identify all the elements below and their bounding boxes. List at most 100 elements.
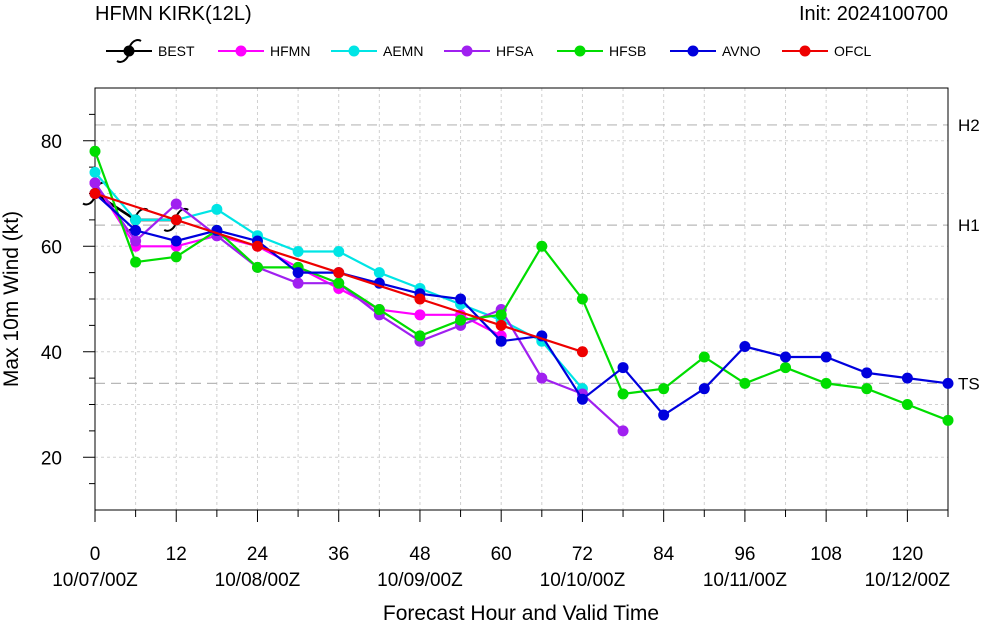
data-point-ofcl: [170, 214, 182, 226]
legend-item-ofcl: OFCL: [782, 43, 872, 59]
x-tick-label: 36: [328, 544, 349, 565]
x-axis-label: Forecast Hour and Valid Time: [383, 602, 659, 624]
data-point-hfsb: [89, 145, 101, 157]
date-label: 10/08/00Z: [215, 570, 301, 591]
legend-label: HFMN: [270, 43, 310, 59]
threshold-label-ts: TS: [958, 374, 980, 393]
legend-item-best: BEST: [106, 39, 195, 63]
data-point-hfsb: [698, 351, 710, 363]
data-point-hfsa: [89, 177, 101, 189]
y-tick-label: 40: [41, 343, 62, 364]
data-point-hfsb: [861, 383, 873, 395]
legend-label: HFSA: [496, 43, 534, 59]
data-point-hfsb: [576, 293, 588, 305]
legend-label: AEMN: [383, 43, 423, 59]
y-axis-label: Max 10m Wind (kt): [0, 211, 23, 387]
data-point-hfsb: [901, 399, 913, 410]
date-label: 10/09/00Z: [377, 570, 463, 591]
x-tick-label: 96: [734, 544, 755, 565]
data-point-avno: [739, 340, 751, 352]
data-point-aemn: [373, 267, 385, 279]
legend-marker: [687, 45, 699, 57]
data-point-hfsb: [942, 414, 954, 426]
data-point-avno: [576, 393, 588, 405]
y-tick-label: 20: [41, 448, 62, 469]
hurricane-eye: [123, 45, 135, 57]
legend-item-hfmn: HFMN: [218, 43, 310, 59]
x-tick-label: 60: [491, 544, 512, 565]
init-time: Init: 2024100700: [799, 3, 948, 25]
legend-item-hfsa: HFSA: [444, 43, 534, 59]
legend-label: OFCL: [834, 43, 872, 59]
data-point-hfsb: [495, 309, 507, 321]
hurricane-arm: [82, 198, 95, 206]
data-point-avno: [658, 409, 670, 421]
data-point-hfsb: [130, 256, 142, 268]
series-line-hfsa: [94, 182, 624, 432]
data-point-avno: [698, 383, 710, 395]
data-point-avno: [455, 293, 467, 305]
series-hfsa: [89, 177, 629, 437]
x-tick-label: 84: [653, 544, 675, 565]
date-label: 10/12/00Z: [865, 570, 951, 591]
legend-item-avno: AVNO: [670, 43, 761, 59]
data-point-aemn: [130, 214, 142, 226]
series-line-avno: [94, 192, 949, 417]
data-point-hfsb: [658, 383, 670, 395]
data-point-hfsb: [414, 330, 426, 342]
data-point-hfsb: [739, 377, 751, 389]
threshold-label-h2: H2: [958, 116, 980, 135]
data-point-hfsa: [292, 277, 304, 289]
data-point-avno: [130, 224, 142, 236]
data-point-hfsa: [536, 372, 548, 384]
data-point-avno: [170, 235, 182, 247]
hurricane-arm: [163, 224, 177, 232]
hurricane-arm: [129, 39, 142, 47]
y-tick-label: 60: [41, 237, 62, 258]
x-tick-label: 12: [166, 544, 187, 565]
x-tick-label: 108: [810, 544, 842, 565]
data-point-hfsb: [820, 377, 832, 389]
legend-marker: [348, 45, 360, 57]
data-point-hfsb: [617, 388, 629, 400]
data-point-ofcl: [89, 188, 101, 199]
legend-item-hfsb: HFSB: [557, 43, 646, 59]
data-point-hfsb: [455, 314, 467, 326]
data-point-avno: [495, 335, 507, 347]
data-point-ofcl: [495, 319, 507, 331]
data-point-hfsb: [333, 277, 345, 289]
x-tick-label: 24: [247, 544, 269, 565]
data-point-avno: [292, 267, 304, 279]
x-tick-label: 120: [892, 544, 924, 565]
data-point-ofcl: [576, 346, 588, 358]
series-line-hfsb: [93, 150, 949, 422]
data-point-avno: [901, 372, 913, 384]
legend-marker: [799, 45, 811, 57]
data-point-ofcl: [414, 293, 426, 305]
legend-label: AVNO: [722, 43, 761, 59]
legend-marker: [116, 39, 142, 63]
data-point-avno: [780, 351, 792, 363]
data-point-hfsb: [536, 240, 548, 252]
data-point-hfmn: [414, 309, 426, 321]
x-tick-label: 72: [572, 544, 593, 565]
grid: [95, 88, 948, 510]
data-point-aemn: [292, 246, 304, 258]
series-avno: [89, 188, 954, 421]
data-point-aemn: [89, 166, 101, 178]
data-point-hfsb: [373, 304, 385, 316]
series-ofcl: [89, 188, 588, 358]
legend-marker: [461, 45, 473, 57]
threshold-label-h1: H1: [958, 216, 980, 235]
intensity-thresholds: H2 H1 TS: [95, 116, 980, 393]
date-label: 10/07/00Z: [52, 570, 138, 591]
x-tick-label: 0: [90, 544, 101, 565]
legend: BEST HFMN AEMN HFSA HFSB AVNO OFCL: [106, 39, 872, 63]
data-point-hfsb: [170, 251, 182, 263]
data-point-avno: [617, 362, 629, 374]
legend-marker: [574, 45, 586, 57]
data-point-aemn: [333, 246, 345, 258]
hurricane-arm: [116, 55, 129, 63]
y-tick-label: 80: [41, 132, 62, 153]
